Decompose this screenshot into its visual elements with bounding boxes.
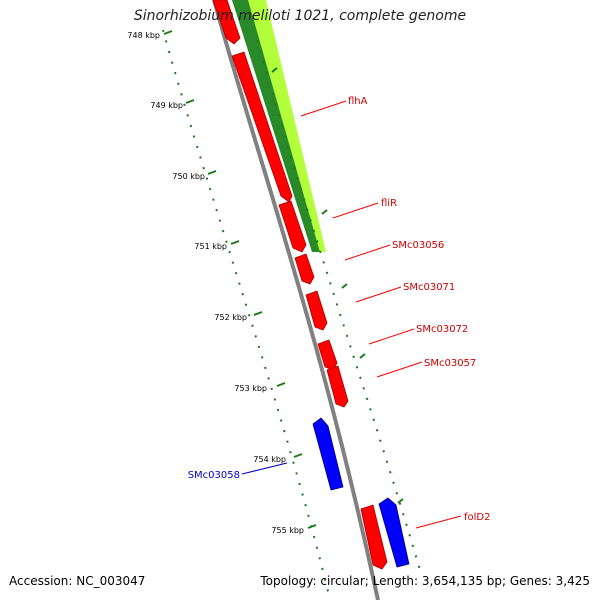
gene-labels: flhA fliR SMc03056 SMc03071 SMc03072 SMc… [188,96,491,523]
scale-label: 753 kbp [234,384,267,393]
gene-label-SMc03057: SMc03057 [424,358,476,369]
gene-label-fliR: fliR [381,198,397,209]
reverse-genes [312,417,410,568]
gene-label-SMc03072: SMc03072 [416,324,468,335]
gene-label-flhA: flhA [348,96,368,107]
gene-arrow [278,200,307,253]
gene-label-folD2: folD2 [464,512,490,523]
gene-label-SMc03071: SMc03071 [403,282,455,293]
scale-label: 752 kbp [214,313,247,322]
scale-label: 749 kbp [150,101,183,110]
genome-summary-text: Topology: circular; Length: 3,654,135 bp… [260,574,590,588]
label-leaders [241,100,462,529]
scale-label: 750 kbp [172,172,205,181]
gene-label-SMc03058: SMc03058 [188,470,240,481]
gene-arrow [231,51,293,203]
map-title: Sinorhizobium meliloti 1021, complete ge… [133,8,467,24]
gc-content-track [232,0,326,252]
gene-arrow [212,0,241,45]
forward-genes [212,0,388,570]
scale-labels: 748 kbp 749 kbp 750 kbp 751 kbp 752 kbp … [127,31,304,535]
gene-arrow [294,253,315,285]
gene-arrow [360,504,388,570]
accession-text: Accession: NC_003047 [9,574,146,588]
gene-arrow [305,290,328,331]
backbone-line [212,0,380,600]
scale-label: 748 kbp [127,31,160,40]
scale-label: 751 kbp [194,242,227,251]
scale-label: 754 kbp [253,455,286,464]
gene-arrow [378,497,410,568]
gene-arrow [317,339,338,371]
gene-arrow [312,417,344,491]
outer-track-dashes [271,67,404,504]
gene-arrow [326,365,349,408]
gene-label-SMc03056: SMc03056 [392,240,444,251]
scale-label: 755 kbp [271,526,304,535]
scale-ticks [163,30,317,529]
inner-scale-track [162,29,331,600]
